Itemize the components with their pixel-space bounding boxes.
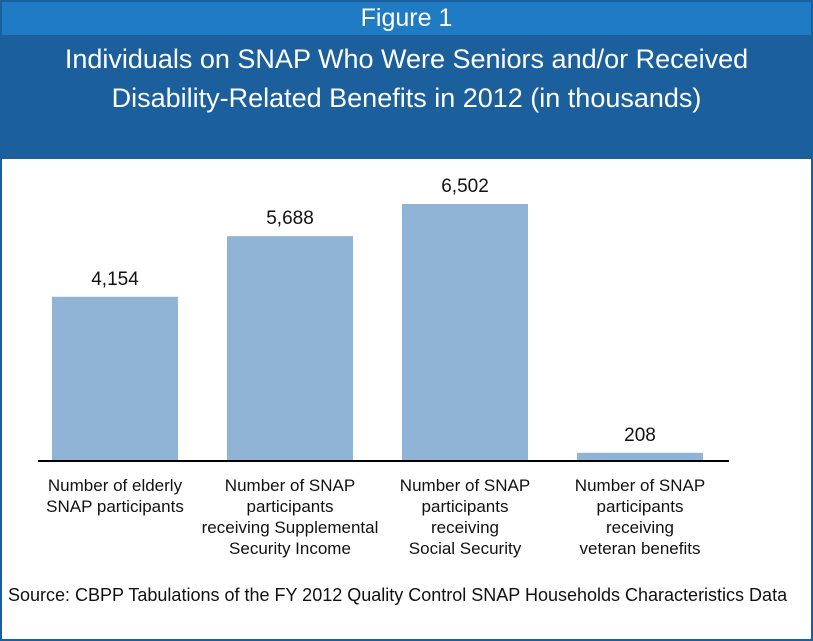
bar-1: [52, 296, 178, 461]
category-label-1: Number of elderly SNAP participants: [46, 476, 184, 516]
bar-4: [577, 452, 703, 461]
data-label-1: 4,154: [91, 269, 139, 290]
category-label-2: Number of SNAP participants receiving Supp…: [202, 476, 379, 558]
category-label-3: Number of SNAP participants receiving Socia…: [400, 476, 530, 558]
category-label-4: Number of SNAP participants receiving veter…: [575, 476, 705, 558]
bar-3: [402, 204, 528, 461]
source-note: Source: CBPP Tabulations of the FY 2012 …: [8, 585, 788, 605]
figure-label: Figure 1: [2, 2, 811, 35]
data-label-3: 6,502: [441, 176, 489, 197]
chart-title: Individuals on SNAP Who Were Seniors and…: [2, 35, 811, 159]
data-label-4: 208: [624, 425, 656, 446]
data-label-2: 5,688: [266, 208, 314, 229]
bar-chart: 4,154 Number of elderly SNAP participants 5…: [38, 176, 729, 558]
bar-2: [227, 236, 353, 461]
